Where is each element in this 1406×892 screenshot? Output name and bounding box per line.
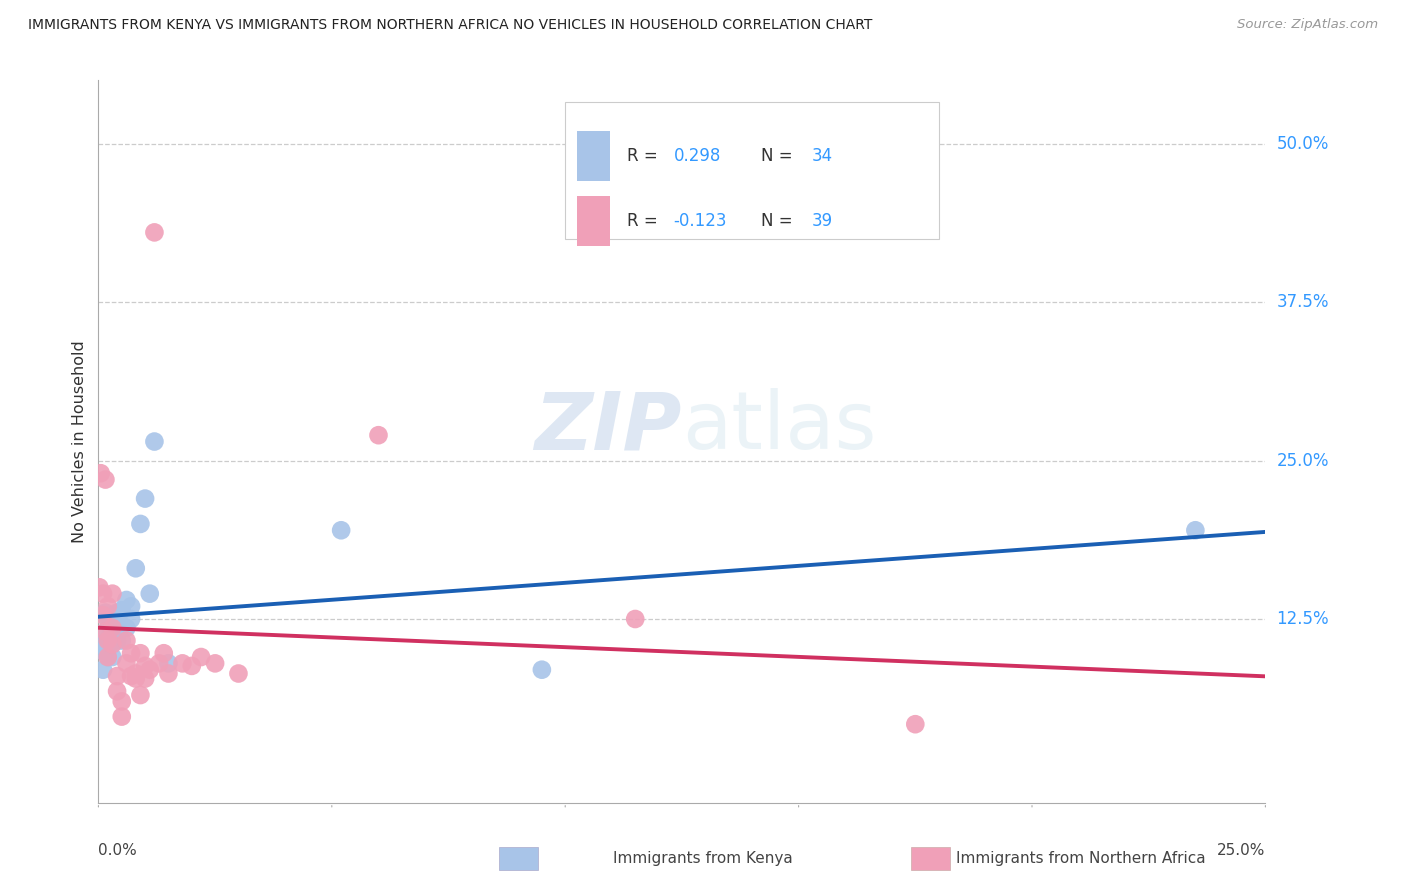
Point [111,603,134,617]
Point [101,621,124,635]
Point [101,587,124,601]
Text: N =: N = [761,212,799,230]
Point [530,663,553,677]
FancyBboxPatch shape [576,131,610,181]
Point [115,593,138,607]
Point [330,523,353,537]
Point [143,226,166,240]
Point [904,717,927,731]
Point [94,606,117,620]
Point [125,672,148,686]
Text: 0.0%: 0.0% [98,843,138,858]
Text: 25.0%: 25.0% [1277,451,1329,469]
Text: 50.0%: 50.0% [1277,135,1329,153]
Point [104,624,127,639]
Point [101,633,124,648]
Point [94,624,117,639]
Point [97,633,120,648]
Point [94,473,117,487]
Point [125,561,148,575]
Y-axis label: No Vehicles in Household: No Vehicles in Household [72,340,87,543]
Point [97,650,120,665]
Point [97,633,120,648]
Point [98,618,121,632]
Point [101,608,124,623]
Point [89,580,111,594]
Point [105,606,128,620]
Point [101,637,124,651]
Point [228,666,250,681]
Point [624,612,647,626]
Point [143,434,166,449]
Point [134,491,156,506]
Text: -0.123: -0.123 [673,212,727,230]
Point [105,684,128,698]
Text: R =: R = [627,212,664,230]
FancyBboxPatch shape [565,102,939,239]
Point [111,618,134,632]
Point [111,694,134,708]
Point [129,688,152,702]
Point [91,643,114,657]
Point [91,587,114,601]
Point [105,669,128,683]
Point [97,650,120,665]
Point [94,624,117,639]
Point [129,516,152,531]
Text: 34: 34 [811,147,832,165]
FancyBboxPatch shape [576,196,610,246]
Point [134,672,156,686]
Point [129,646,152,660]
Point [101,621,124,635]
Point [134,659,156,673]
Point [139,663,162,677]
Point [101,650,124,665]
Text: ZIP: ZIP [534,388,682,467]
Point [367,428,389,442]
Text: Immigrants from Kenya: Immigrants from Kenya [613,851,793,865]
Point [120,612,142,626]
Point [105,633,128,648]
Point [120,646,142,660]
Point [115,621,138,635]
Text: N =: N = [761,147,799,165]
Point [90,637,112,651]
Point [120,599,142,614]
Point [157,657,180,671]
Text: atlas: atlas [682,388,876,467]
Point [204,657,226,671]
Point [172,657,194,671]
Point [111,709,134,723]
Point [105,621,128,635]
Point [157,666,180,681]
Text: 0.298: 0.298 [673,147,721,165]
Point [180,659,202,673]
Point [98,628,121,642]
Text: Immigrants from Northern Africa: Immigrants from Northern Africa [956,851,1206,865]
Point [120,669,142,683]
Point [97,612,120,626]
Text: 25.0%: 25.0% [1218,843,1265,858]
Point [91,608,114,623]
Text: 39: 39 [811,212,832,230]
Point [115,633,138,648]
Point [152,646,174,660]
Text: 12.5%: 12.5% [1277,610,1329,628]
Point [190,650,212,665]
Point [115,657,138,671]
Text: Source: ZipAtlas.com: Source: ZipAtlas.com [1237,18,1378,31]
Point [90,467,112,481]
Text: IMMIGRANTS FROM KENYA VS IMMIGRANTS FROM NORTHERN AFRICA NO VEHICLES IN HOUSEHOL: IMMIGRANTS FROM KENYA VS IMMIGRANTS FROM… [28,18,873,32]
Point [125,666,148,681]
Point [97,599,120,614]
Point [111,633,134,648]
Point [148,657,170,671]
Point [91,663,114,677]
Text: 37.5%: 37.5% [1277,293,1329,311]
Point [1184,523,1206,537]
Text: R =: R = [627,147,664,165]
Point [139,587,162,601]
